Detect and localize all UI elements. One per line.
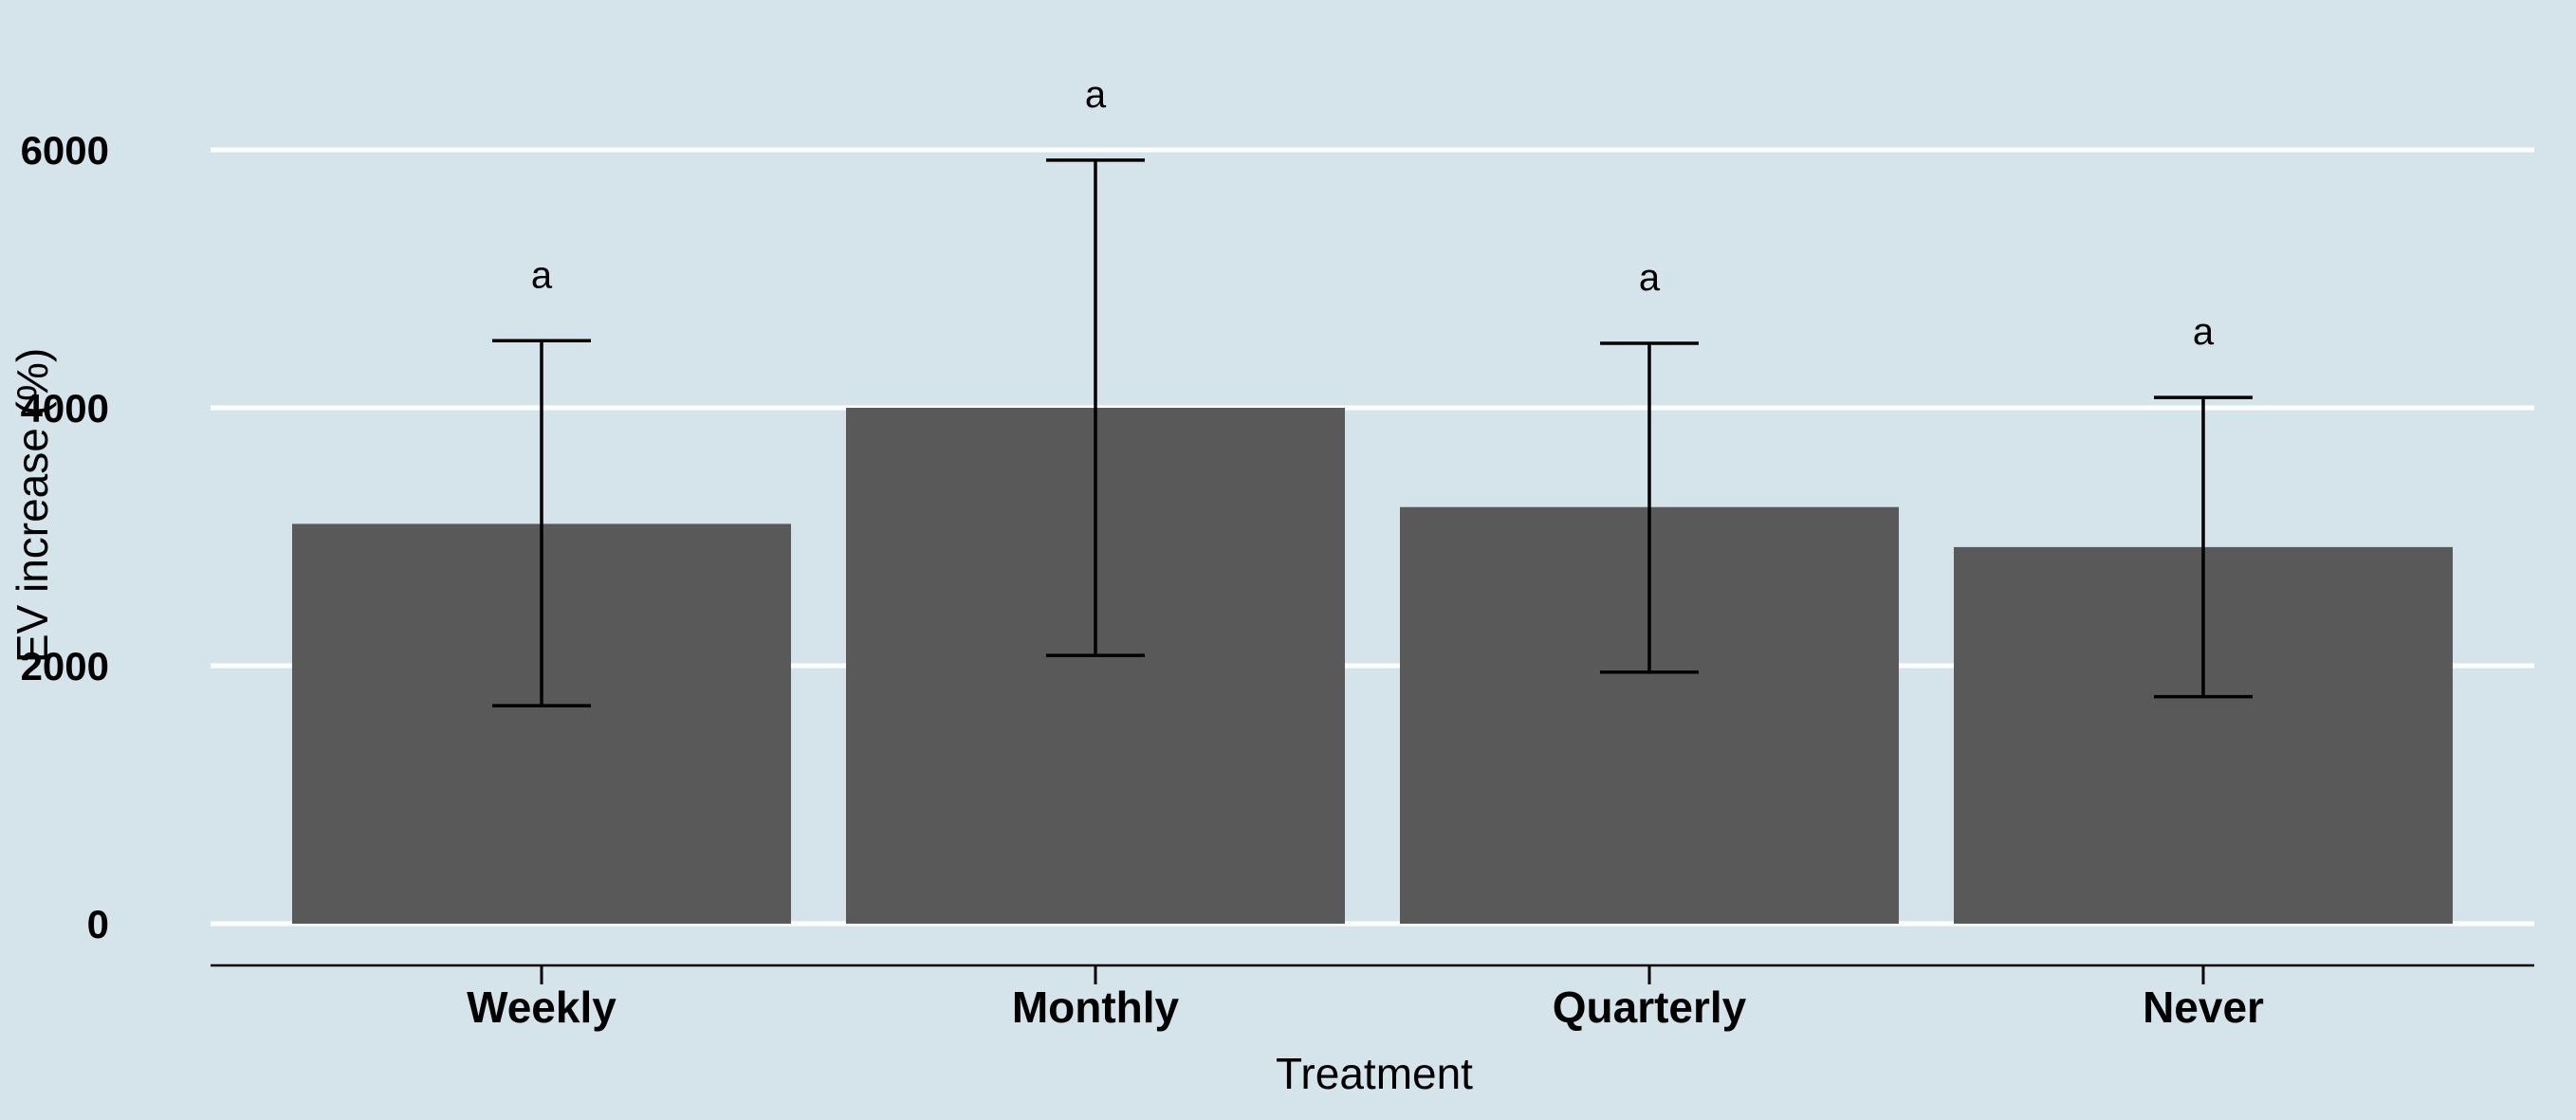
- y-tick-label: 2000: [21, 644, 109, 689]
- error-bars: [492, 158, 2253, 707]
- significance-labels: a a a a: [531, 74, 2215, 353]
- significance-label: a: [1639, 257, 1661, 299]
- error-bar-monthly: [1046, 158, 1145, 657]
- error-bar-never: [2154, 395, 2253, 699]
- error-bar-weekly: [492, 339, 591, 707]
- significance-label: a: [531, 254, 553, 296]
- error-bar-quarterly: [1600, 341, 1699, 674]
- x-axis-ticks: Weekly Monthly Quarterly Never: [467, 965, 2264, 1032]
- y-axis-ticks: 0 2000 4000 6000: [21, 128, 109, 946]
- y-tick-label: 0: [87, 902, 109, 946]
- y-tick-label: 6000: [21, 128, 109, 173]
- significance-label: a: [1085, 74, 1107, 116]
- y-tick-label: 4000: [21, 386, 109, 431]
- x-tick-label: Weekly: [467, 982, 616, 1032]
- x-tick-label: Monthly: [1012, 982, 1180, 1032]
- significance-label: a: [2193, 311, 2215, 353]
- x-tick-label: Never: [2143, 982, 2264, 1032]
- x-axis-title: Treatment: [1276, 1049, 1473, 1098]
- y-axis-title: EV increase (%): [8, 348, 57, 663]
- x-tick-label: Quarterly: [1553, 982, 1747, 1032]
